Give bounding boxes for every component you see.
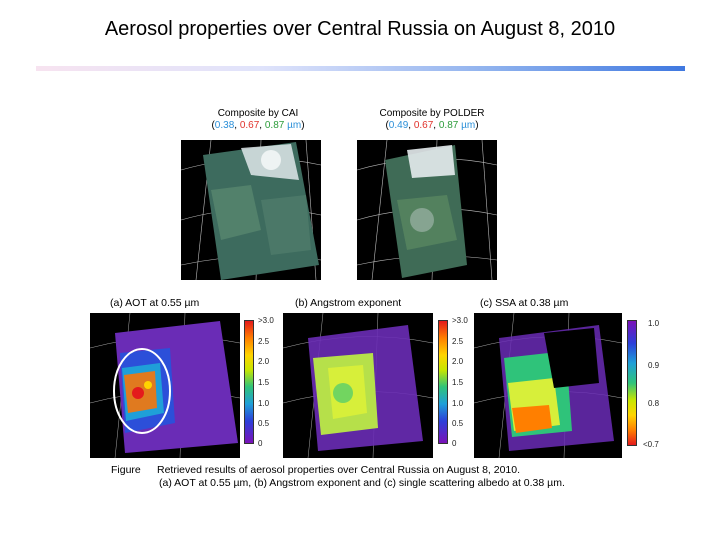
ssa-tick: <0.7 [643, 440, 659, 449]
angstrom-colorbar [438, 320, 448, 444]
angstrom-tick: 2.5 [452, 337, 464, 346]
aot-tick: 2.5 [258, 337, 270, 346]
ssa-tick: 0.9 [648, 361, 660, 370]
aot-colorbar [244, 320, 254, 444]
ssa-tick: 0.8 [648, 399, 660, 408]
aot-tick: 0 [258, 439, 263, 448]
panel-a-label: (a) AOT at 0.55 µm [110, 297, 200, 309]
aot-tick: >3.0 [258, 316, 274, 325]
angstrom-tick: 2.0 [452, 357, 464, 366]
composite-cai-label: Composite by CAI (0.38, 0.67, 0.87 µm) [211, 108, 305, 131]
angstrom-tick: 1.5 [452, 378, 464, 387]
caption-line-2: (a) AOT at 0.55 µm, (b) Angstrom exponen… [159, 477, 565, 489]
angstrom-map [283, 313, 433, 458]
composite-polder-label: Composite by POLDER (0.49, 0.67, 0.87 µm… [379, 108, 485, 131]
aot-tick: 2.0 [258, 357, 270, 366]
ssa-map [474, 313, 622, 458]
caption-line-1: Retrieved results of aerosol properties … [157, 464, 521, 476]
aot-tick: 1.5 [258, 378, 270, 387]
composite-cai-image [181, 140, 321, 280]
composite-polder-image [357, 140, 497, 280]
angstrom-tick: 0 [452, 439, 457, 448]
ssa-tick: 1.0 [648, 319, 660, 328]
angstrom-tick: 1.0 [452, 399, 464, 408]
figure-caption: Figure Retrieved results of aerosol prope… [111, 464, 565, 490]
ssa-colorbar [627, 320, 637, 446]
aot-map [90, 313, 240, 458]
panel-b-label: (b) Angstrom exponent [295, 297, 402, 309]
caption-prefix: Figure [111, 464, 141, 476]
slide-title: Aerosol properties over Central Russia o… [104, 18, 616, 40]
angstrom-tick: 0.5 [452, 419, 464, 428]
panel-c-label: (c) SSA at 0.38 µm [480, 297, 569, 309]
angstrom-tick: >3.0 [452, 316, 468, 325]
aot-tick: 1.0 [258, 399, 270, 408]
aot-tick: 0.5 [258, 419, 270, 428]
title-underline [36, 66, 685, 71]
